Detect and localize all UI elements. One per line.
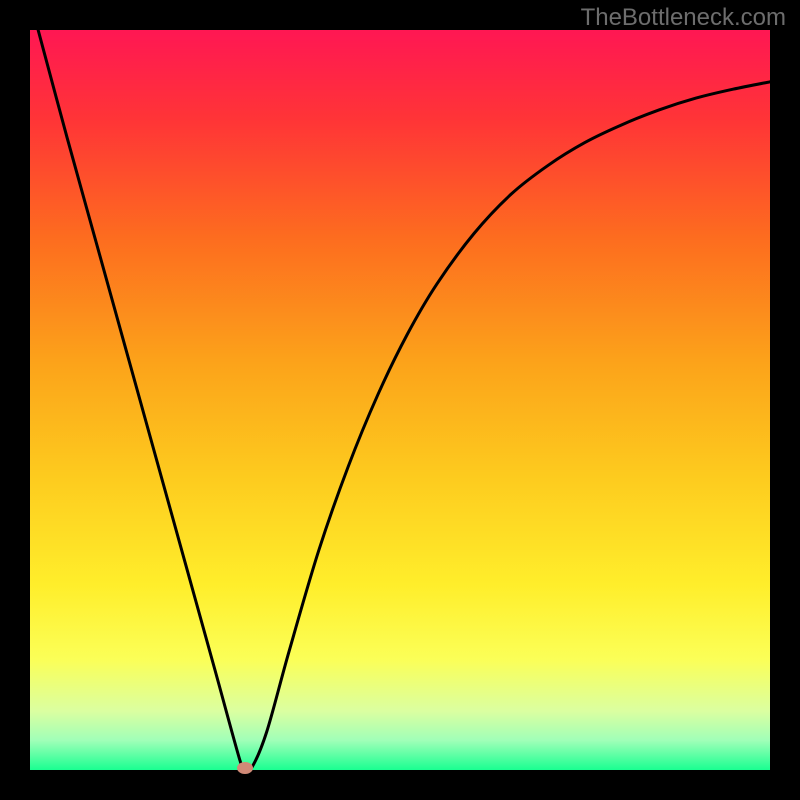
plot-area (30, 30, 770, 770)
chart-canvas: TheBottleneck.com (0, 0, 800, 800)
bottleneck-curve (38, 30, 770, 770)
curve-layer (30, 30, 770, 770)
optimal-point-marker (237, 762, 253, 774)
watermark-text: TheBottleneck.com (581, 4, 786, 32)
